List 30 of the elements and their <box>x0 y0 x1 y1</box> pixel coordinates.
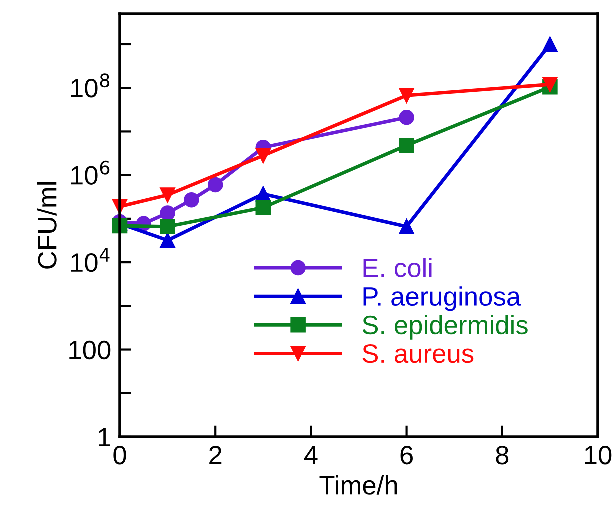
point <box>160 188 176 203</box>
y-tick-label: 10$^{6}$ <box>71 160 110 185</box>
point <box>160 219 176 234</box>
x-axis-title: Time/h <box>320 475 398 495</box>
point <box>399 110 414 126</box>
point <box>542 36 558 52</box>
x-tick-label: 10 <box>585 446 612 465</box>
x-tick-label: 8 <box>496 446 509 465</box>
point <box>256 200 272 216</box>
x-tick-label: 6 <box>400 446 413 465</box>
y-axis-title: CFU/ml <box>37 182 57 269</box>
x-tick-label: 2 <box>210 446 222 464</box>
point <box>208 177 224 193</box>
y-tick-label: 10$^{4}$ <box>71 248 110 272</box>
point <box>184 192 200 208</box>
point <box>399 88 414 104</box>
point <box>256 148 272 164</box>
y-tick-label: 1 <box>99 428 110 447</box>
y-tick-label: 100 <box>70 340 111 360</box>
legend-label: E. coli <box>364 258 432 278</box>
point <box>160 232 176 248</box>
legend-label: S. aureus <box>362 344 474 364</box>
point <box>160 206 176 221</box>
x-tick-label: 4 <box>304 446 318 464</box>
point <box>399 219 414 234</box>
point <box>399 138 414 154</box>
x-tick-label: 0 <box>114 446 126 465</box>
y-tick-label: 10$^{8}$ <box>71 74 110 98</box>
legend-label: P. aeruginosa <box>364 286 522 312</box>
legend-label: S. epidermidis <box>362 315 528 340</box>
